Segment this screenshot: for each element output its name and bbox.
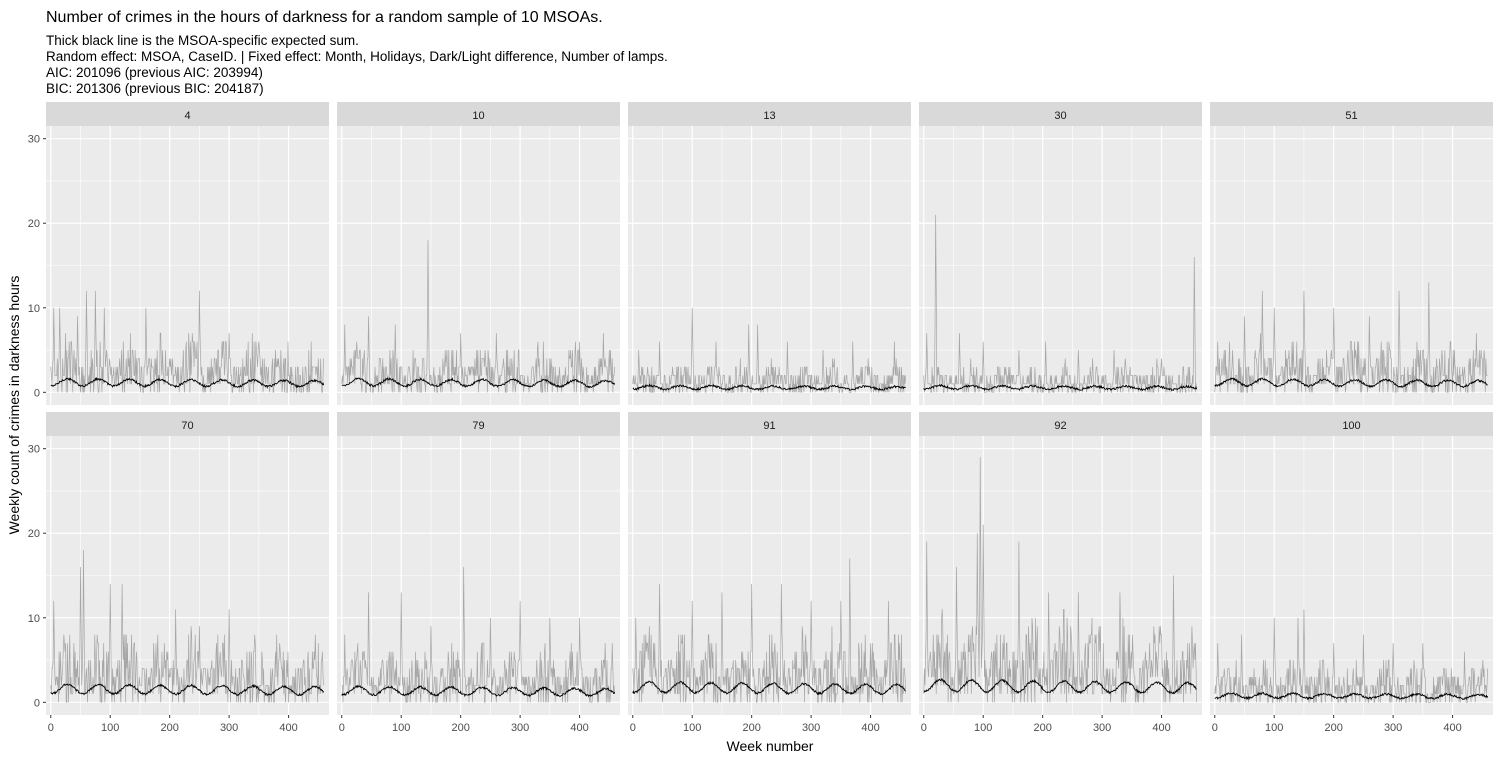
facet-strip-label: 30 xyxy=(1054,110,1066,122)
y-tick-label: 20 xyxy=(28,218,40,230)
facet-strip xyxy=(337,412,620,436)
chart-subtitle-line-1: Thick black line is the MSOA-specific ex… xyxy=(46,33,359,48)
facet-strip-label: 4 xyxy=(184,110,190,122)
facet-strip-label: 79 xyxy=(472,420,484,432)
facet-panel-91: 91 0 100 200 300 400 xyxy=(628,412,911,734)
x-tick-label: 100 xyxy=(974,722,992,734)
facet-panel-92: 92 0 100 200 300 400 xyxy=(919,412,1202,734)
y-tick-label: 10 xyxy=(28,303,40,315)
facet-strip xyxy=(46,412,329,436)
x-tick-label: 300 xyxy=(802,722,820,734)
y-axis-title: Weekly count of crimes in darkness hours xyxy=(6,276,22,535)
expected-series-line xyxy=(341,684,616,698)
y-tick-label: 20 xyxy=(28,528,40,540)
observed-series-line xyxy=(632,558,906,703)
expected-series-line xyxy=(923,383,1198,392)
x-tick-label: 0 xyxy=(630,722,636,734)
expected-series-line xyxy=(923,678,1197,695)
facet-strip-label: 10 xyxy=(472,110,484,122)
x-tick-label: 0 xyxy=(921,722,927,734)
observed-series-line xyxy=(632,307,906,393)
x-tick-label: 300 xyxy=(220,722,238,734)
observed-series-line xyxy=(50,550,324,703)
chart-subtitle-line-2: Random effect: MSOA, CaseID. | Fixed eff… xyxy=(46,49,668,64)
facet-panel-4: 4 0 10 20 30 xyxy=(28,102,329,405)
y-tick-label: 0 xyxy=(34,387,40,399)
chart-subtitle-line-4: BIC: 201306 (previous BIC: 204187) xyxy=(46,81,264,96)
facet-strip-label: 70 xyxy=(181,420,193,432)
facet-panel-30: 30 xyxy=(919,102,1202,405)
x-tick-label: 100 xyxy=(1265,722,1283,734)
expected-series-line xyxy=(341,377,616,389)
expected-series-line xyxy=(632,680,906,696)
facet-strip xyxy=(46,102,329,126)
y-tick-label: 10 xyxy=(28,613,40,625)
x-tick-label: 0 xyxy=(339,722,345,734)
facet-panel-10: 10 xyxy=(337,102,620,405)
chart-subtitle-line-3: AIC: 201096 (previous AIC: 203994) xyxy=(46,65,263,80)
x-axis-title: Week number xyxy=(727,738,814,754)
expected-series-line xyxy=(50,683,325,697)
observed-series-line xyxy=(923,214,1197,393)
x-tick-label: 200 xyxy=(1324,722,1342,734)
x-tick-label: 400 xyxy=(861,722,879,734)
facet-strip-label: 51 xyxy=(1345,110,1357,122)
expected-series-line xyxy=(632,383,906,392)
y-tick-label: 30 xyxy=(28,444,40,456)
x-tick-label: 200 xyxy=(742,722,760,734)
x-tick-label: 400 xyxy=(279,722,297,734)
x-tick-label: 400 xyxy=(570,722,588,734)
x-tick-label: 200 xyxy=(160,722,178,734)
y-tick-label: 0 xyxy=(34,697,40,709)
x-tick-label: 100 xyxy=(392,722,410,734)
observed-series-line xyxy=(923,457,1197,703)
y-tick-label: 30 xyxy=(28,134,40,146)
x-tick-label: 300 xyxy=(1384,722,1402,734)
x-tick-label: 0 xyxy=(48,722,54,734)
facet-panel-13: 13 xyxy=(628,102,911,405)
x-tick-label: 300 xyxy=(511,722,529,734)
facet-strip xyxy=(337,102,620,126)
x-tick-label: 200 xyxy=(451,722,469,734)
x-tick-label: 100 xyxy=(683,722,701,734)
facet-panel-79: 79 0 100 200 300 400 xyxy=(337,412,620,734)
observed-series-line xyxy=(341,567,615,703)
x-tick-label: 100 xyxy=(101,722,119,734)
expected-series-line xyxy=(1214,691,1489,701)
x-tick-label: 400 xyxy=(1152,722,1170,734)
facet-strip xyxy=(919,102,1202,126)
x-tick-label: 200 xyxy=(1033,722,1051,734)
facet-strip xyxy=(919,412,1202,436)
expected-series-line xyxy=(50,376,325,389)
facet-strip-label: 13 xyxy=(763,110,775,122)
facet-strip xyxy=(628,102,911,126)
facet-strip xyxy=(1210,412,1493,436)
x-tick-label: 400 xyxy=(1443,722,1461,734)
facet-strip-label: 92 xyxy=(1054,420,1066,432)
expected-series-line xyxy=(1214,377,1488,389)
chart-title: Number of crimes in the hours of darknes… xyxy=(46,9,603,26)
facet-strip xyxy=(628,412,911,436)
facet-panel-51: 51 xyxy=(1210,102,1493,405)
facet-strip-label: 100 xyxy=(1342,420,1360,432)
x-tick-label: 0 xyxy=(1212,722,1218,734)
observed-series-line xyxy=(1214,282,1488,393)
facet-strip xyxy=(1210,102,1493,126)
observed-series-line xyxy=(1214,609,1488,703)
facet-strip-label: 91 xyxy=(763,420,775,432)
facet-panel-100: 100 0 100 200 300 400 xyxy=(1210,412,1493,734)
x-tick-label: 300 xyxy=(1093,722,1111,734)
